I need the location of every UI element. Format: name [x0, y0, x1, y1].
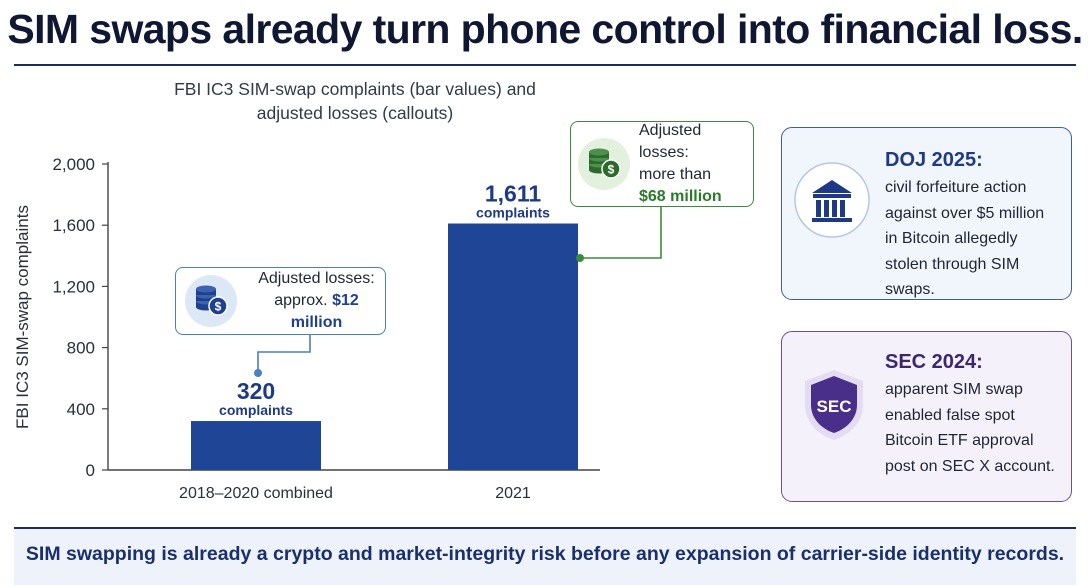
- callout-68-text: Adjusted losses: more than $68 million: [639, 120, 753, 208]
- chart-title: FBI IC3 SIM-swap complaints (bar values)…: [160, 77, 550, 125]
- coin-stack-icon: $: [578, 138, 630, 190]
- sec-card-heading: SEC 2024:: [885, 351, 983, 373]
- connector-dot-1: [254, 369, 262, 377]
- footer-banner: SIM swapping is already a crypto and mar…: [14, 527, 1076, 585]
- callout-68-line2: more than: [639, 166, 712, 183]
- callout-losses-2021: $ Adjusted losses: more than $68 million: [570, 121, 754, 207]
- x-tick-label: 2021: [495, 485, 531, 502]
- callout-12-amount: $12 million: [290, 292, 359, 331]
- chart-title-line-2: adjusted losses (callouts): [256, 103, 454, 123]
- chart-title-line-1: FBI IC3 SIM-swap complaints (bar values)…: [174, 79, 536, 99]
- doj-card-body: DOJ 2025: civil forfeiture action agains…: [885, 149, 1071, 303]
- top-divider: [14, 64, 1076, 66]
- footer-text: SIM swapping is already a crypto and mar…: [25, 543, 1065, 565]
- doj-2025-card: DOJ 2025: civil forfeiture action agains…: [781, 127, 1072, 300]
- sec-2024-card: SEC SEC 2024: apparent SIM swap enabled …: [781, 331, 1072, 502]
- sec-card-body: SEC 2024: apparent SIM swap enabled fals…: [885, 351, 1055, 479]
- y-tick-label: 0: [86, 461, 95, 480]
- callout-losses-2018-2020: $ Adjusted losses: approx. $12 million: [175, 267, 386, 335]
- y-tick-label: 800: [67, 339, 95, 358]
- callout-connector-1: [257, 335, 311, 372]
- bar: [191, 421, 321, 470]
- bar: [448, 223, 578, 470]
- bar-value-label: 320: [237, 378, 275, 404]
- sec-line-4: post on SEC X account.: [885, 457, 1055, 475]
- y-axis-title: FBI IC3 SIM-swap complaints: [13, 205, 32, 429]
- svg-text:$: $: [608, 163, 615, 177]
- sec-line-3: Bitcoin ETF approval: [885, 432, 1034, 449]
- y-tick-label: 2,000: [52, 155, 95, 174]
- bank-building-icon: [794, 162, 870, 238]
- sec-line-1: apparent SIM swap: [885, 381, 1023, 398]
- bar-value-label: 1,611: [485, 181, 541, 207]
- y-tick-label: 1,200: [52, 277, 95, 296]
- doj-line-4: stolen through SIM swaps.: [885, 255, 1020, 299]
- sec-icon-text: SEC: [817, 397, 852, 416]
- connector-dot-2: [576, 254, 584, 262]
- coin-stack-icon: $: [185, 275, 237, 327]
- svg-text:$: $: [215, 300, 222, 314]
- callout-12-text: Adjusted losses: approx. $12 million: [248, 268, 385, 334]
- callout-68-line1: Adjusted losses:: [639, 122, 702, 161]
- bar-value-sublabel: complaints: [219, 402, 293, 418]
- y-tick-label: 400: [67, 400, 95, 419]
- doj-line-3: in Bitcoin allegedly: [885, 230, 1018, 247]
- bar-value-sublabel: complaints: [476, 205, 550, 221]
- doj-card-heading: DOJ 2025:: [885, 149, 983, 171]
- callout-12-line1: Adjusted losses:: [258, 270, 375, 287]
- headline: SIM swaps already turn phone control int…: [7, 6, 1083, 52]
- doj-line-2: against over $5 million: [885, 204, 1045, 222]
- x-tick-label: 2018–2020 combined: [179, 485, 333, 502]
- doj-card-text: civil forfeiture action against over $5 …: [885, 175, 1071, 303]
- callout-68-amount: $68 million: [639, 188, 722, 205]
- callout-12-prefix: approx.: [274, 292, 328, 309]
- callout-connector-2: [580, 207, 662, 259]
- y-tick-label: 1,600: [52, 216, 95, 235]
- sec-line-2: enabled false spot: [885, 406, 1015, 424]
- sec-shield-icon: SEC: [805, 370, 863, 440]
- doj-line-1: civil forfeiture action: [885, 179, 1027, 196]
- sec-card-text: apparent SIM swap enabled false spot Bit…: [885, 377, 1055, 479]
